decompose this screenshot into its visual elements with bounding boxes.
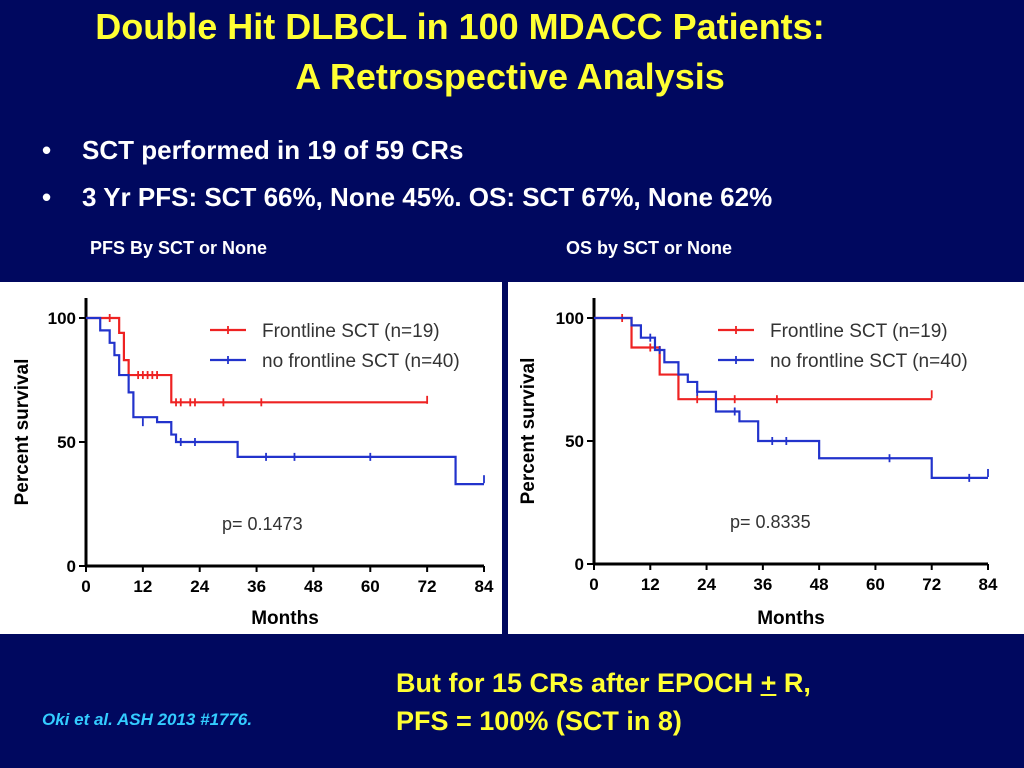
x-tick-label: 72 [418,577,437,596]
os-chart-panel: 0 12 24 36 48 60 72 84 0 50 100 Months Percent survi… [508,282,1024,634]
os-km-chart: 0 12 24 36 48 60 72 84 0 50 100 Months Percent survi… [518,298,998,629]
x-tick-label: 60 [866,575,885,594]
slide-title-line2: A Retrospective Analysis [295,56,725,97]
x-tick-label: 0 [81,577,90,596]
series-line-sct [86,316,428,404]
bullet-text: 3 Yr PFS: SCT 66%, None 45%. OS: SCT 67%… [82,182,773,212]
bullet-item: • SCT performed in 19 of 59 CRs [42,135,463,166]
note-line1: But for 15 CRs after EPOCH + R, [396,668,811,699]
x-tick-label: 0 [589,575,598,594]
citation: Oki et al. ASH 2013 #1776. [42,710,253,729]
note-plus-sign: + [760,668,777,698]
bullet-dot-icon: • [42,182,52,212]
note-line2: PFS = 100% (SCT in 8) [396,706,682,736]
y-tick-label: 100 [48,309,76,328]
p-value-label: p= 0.1473 [222,514,303,534]
x-tick-label: 36 [247,577,266,596]
pfs-chart-panel: 0 12 24 36 48 60 72 84 0 50 100 Months Percent survi… [0,282,502,634]
y-tick-label: 100 [556,309,584,328]
y-tick-label: 0 [67,557,76,576]
legend-label: Frontline SCT (n=19) [770,321,948,342]
legend-label: Frontline SCT (n=19) [262,321,440,342]
x-tick-label: 72 [922,575,941,594]
x-tick-label: 12 [641,575,660,594]
chart-left-heading: PFS By SCT or None [90,238,268,258]
slide-title-line1: Double Hit DLBCL in 100 MDACC Patients: [95,6,825,47]
x-tick-label: 36 [753,575,772,594]
x-tick-label: 12 [133,577,152,596]
y-axis-label: Percent survival [518,358,539,505]
y-tick-label: 0 [575,555,584,574]
legend-label: no frontline SCT (n=40) [262,351,460,372]
x-tick-label: 60 [361,577,380,596]
x-tick-label: 24 [697,575,716,594]
x-axis-label: Months [251,608,319,629]
note-line1-pre: But for 15 CRs after EPOCH [396,668,761,698]
chart-right-heading: OS by SCT or None [566,238,733,258]
y-tick-label: 50 [57,433,76,452]
p-value-label: p= 0.8335 [730,512,811,532]
series-line-no-sct [86,316,484,486]
x-axis-label: Months [757,608,825,629]
note-line1-post: R, [776,668,811,698]
bullet-item: • 3 Yr PFS: SCT 66%, None 45%. OS: SCT 67… [42,182,772,213]
x-tick-label: 84 [475,577,494,596]
x-tick-label: 84 [979,575,998,594]
pfs-km-chart: 0 12 24 36 48 60 72 84 0 50 100 Months Percent survi… [12,298,494,629]
series-line-no-sct [594,316,988,479]
y-axis-label: Percent survival [12,359,33,506]
bullet-dot-icon: • [42,135,52,165]
x-tick-label: 24 [190,577,209,596]
x-tick-label: 48 [304,577,323,596]
x-tick-label: 48 [810,575,829,594]
legend-label: no frontline SCT (n=40) [770,351,968,372]
bullet-text: SCT performed in 19 of 59 CRs [82,135,464,165]
y-tick-label: 50 [565,432,584,451]
